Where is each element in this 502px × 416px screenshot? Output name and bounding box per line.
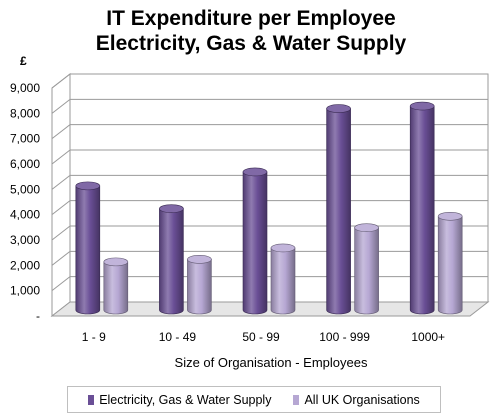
gridline-side xyxy=(51,225,71,241)
x-tick-label: 1000+ xyxy=(411,330,445,344)
bar-1-4-top xyxy=(326,104,351,113)
x-tick-label: 1 - 9 xyxy=(82,330,106,344)
bar-2-3-top xyxy=(270,243,296,253)
y-tick-label: 5,000 xyxy=(10,182,40,196)
y-tick-label: 4,000 xyxy=(10,208,40,222)
legend: Electricity, Gas & Water Supply All UK O… xyxy=(67,386,441,413)
gridline-side xyxy=(51,98,71,114)
bar-1-3 xyxy=(242,171,268,315)
gridline-side xyxy=(51,149,71,165)
y-tick-label: 1,000 xyxy=(10,284,40,298)
x-axis-label: Size of Organisation - Employees xyxy=(175,355,368,370)
bar-2-2 xyxy=(187,259,212,315)
y-unit-label: £ xyxy=(20,54,27,68)
gridline-side xyxy=(51,174,71,190)
bar-1-1 xyxy=(75,185,101,315)
legend-swatch-series-1 xyxy=(88,394,95,405)
bar-2-5 xyxy=(437,215,463,315)
y-tick-label: 8,000 xyxy=(10,106,40,120)
bar-1-2 xyxy=(159,208,184,315)
gridline-side xyxy=(51,124,71,140)
gridline-side xyxy=(51,250,71,266)
y-tick-label: 9,000 xyxy=(10,81,40,95)
gridline-side xyxy=(51,276,71,292)
y-tick-label: 3,000 xyxy=(10,233,40,247)
bar-2-4-top xyxy=(354,223,379,232)
x-tick-label: 100 - 999 xyxy=(319,330,370,344)
legend-label-series-1: Electricity, Gas & Water Supply xyxy=(99,392,272,407)
bar-2-3 xyxy=(270,247,296,315)
bar-2-5-top xyxy=(437,211,463,221)
chart-title: IT Expenditure per Employee Electricity,… xyxy=(0,6,502,56)
bar-1-5-top xyxy=(409,101,435,111)
bar-2-1-top xyxy=(103,257,129,267)
gridline-side xyxy=(51,73,71,89)
bar-1-5 xyxy=(409,105,435,315)
legend-item-series-2: All UK Organisations xyxy=(293,392,420,407)
bar-2-4 xyxy=(354,227,379,315)
y-tick-label: - xyxy=(36,309,40,323)
side-wall xyxy=(51,72,71,318)
bar-1-4 xyxy=(326,108,351,315)
bar-chart: - 1,000 2,000 3,000 4,000 5,000 6,000 7,000 8,00… xyxy=(10,72,490,370)
bar-1-2-top xyxy=(159,204,184,213)
legend-item-series-1: Electricity, Gas & Water Supply xyxy=(88,393,271,407)
gridline-side xyxy=(51,200,71,216)
chart-title-line2: Electricity, Gas & Water Supply xyxy=(95,32,407,55)
legend-swatch-series-2 xyxy=(293,394,300,405)
bar-2-2-top xyxy=(187,255,212,264)
bar-1-1-top xyxy=(75,181,101,191)
x-tick-label: 10 - 49 xyxy=(159,330,197,344)
y-tick-label: 7,000 xyxy=(10,132,40,146)
legend-label-series-2: All UK Organisations xyxy=(304,392,420,407)
x-tick-label: 50 - 99 xyxy=(242,330,280,344)
y-tick-label: 6,000 xyxy=(10,157,40,171)
bar-1-3-top xyxy=(242,167,268,177)
bar-2-1 xyxy=(103,261,129,315)
y-tick-label: 2,000 xyxy=(10,258,40,272)
chart-title-line1: IT Expenditure per Employee xyxy=(106,7,396,30)
